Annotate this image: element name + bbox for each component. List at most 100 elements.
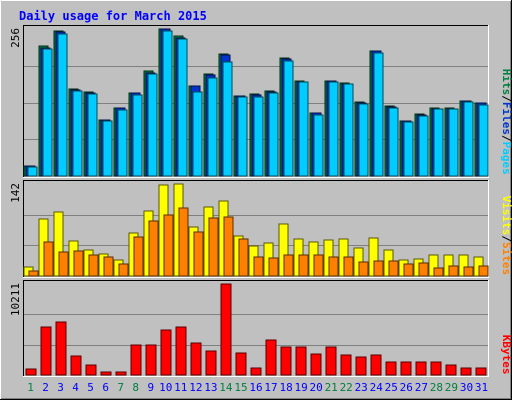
x-tick-label: 7 <box>117 381 124 394</box>
x-tick-label: 30 <box>460 381 473 394</box>
x-tick-label: 21 <box>325 381 338 394</box>
x-tick-label: 24 <box>370 381 384 394</box>
bar-kbytes-day-20 <box>310 353 322 376</box>
legend-part: Visits <box>500 196 512 236</box>
x-tick-label: 25 <box>385 381 398 394</box>
bar-kbytes-day-23 <box>355 356 367 376</box>
legend-part: Sites <box>500 242 512 275</box>
x-tick-label: 28 <box>430 381 443 394</box>
x-tick-label: 19 <box>294 381 307 394</box>
bar-kbytes-day-27 <box>415 361 427 376</box>
bar-pages-day-28 <box>433 108 444 177</box>
bar-sites-day-18 <box>283 254 294 277</box>
bar-sites-day-30 <box>463 266 474 277</box>
bar-pages-day-30 <box>463 101 474 177</box>
x-tick-label: 8 <box>132 381 139 394</box>
panel-top-ymax-label: 256 <box>9 28 22 48</box>
bar-kbytes-day-29 <box>445 364 457 376</box>
bar-kbytes-day-1 <box>25 368 37 376</box>
x-tick-label: 31 <box>475 381 488 394</box>
bar-sites-day-27 <box>418 262 429 277</box>
panel-bottom-legend: KBytes <box>500 335 512 375</box>
bar-sites-day-19 <box>298 254 309 277</box>
x-tick-label: 29 <box>445 381 458 394</box>
legend-part: / <box>500 235 512 242</box>
bar-pages-day-7 <box>117 109 128 177</box>
x-tick-label: 12 <box>189 381 202 394</box>
bar-pages-day-24 <box>373 52 384 177</box>
bar-pages-day-9 <box>147 73 158 177</box>
x-tick-label: 2 <box>42 381 49 394</box>
bar-pages-day-22 <box>343 83 354 177</box>
bar-pages-day-4 <box>72 90 83 177</box>
x-tick-label: 13 <box>204 381 217 394</box>
x-tick-label: 1 <box>27 381 34 394</box>
panel-bottom-ymax-label: 10211 <box>9 283 22 316</box>
x-tick-label: 20 <box>309 381 322 394</box>
bar-kbytes-day-12 <box>190 342 202 376</box>
bar-kbytes-day-15 <box>235 352 247 376</box>
panel-bottom-plot-area <box>23 280 489 377</box>
bar-pages-day-16 <box>253 96 264 177</box>
x-tick-label: 5 <box>87 381 94 394</box>
bar-kbytes-day-11 <box>175 326 187 376</box>
legend-part: KBytes <box>500 335 512 375</box>
bar-sites-day-11 <box>178 207 189 277</box>
bar-pages-day-13 <box>207 77 218 177</box>
x-tick-label: 26 <box>400 381 413 394</box>
bar-sites-day-24 <box>373 260 384 277</box>
panel-middle: 142 Visits/Sites <box>9 180 512 278</box>
bar-pages-day-20 <box>313 114 324 177</box>
x-tick-label: 4 <box>72 381 79 394</box>
bar-kbytes-day-26 <box>400 361 412 376</box>
bar-kbytes-day-24 <box>370 354 382 376</box>
x-tick-label: 18 <box>279 381 292 394</box>
bar-pages-day-25 <box>388 107 399 177</box>
bar-pages-day-5 <box>87 93 98 177</box>
bar-sites-day-7 <box>118 263 129 277</box>
bar-sites-day-9 <box>148 220 159 277</box>
bar-kbytes-day-5 <box>85 364 97 376</box>
bar-pages-day-19 <box>298 81 309 177</box>
bar-pages-day-18 <box>283 60 294 177</box>
legend-part: Pages <box>500 142 512 175</box>
bar-sites-day-29 <box>448 265 459 277</box>
bar-kbytes-day-8 <box>130 344 142 376</box>
bar-sites-day-4 <box>73 250 84 277</box>
bar-kbytes-day-31 <box>475 367 487 376</box>
x-tick-label: 10 <box>159 381 172 394</box>
chart-panels: 256Hits/Files/Pages142Visits/Sites10211K… <box>9 25 512 377</box>
bar-kbytes-day-3 <box>55 321 67 376</box>
bar-pages-day-12 <box>192 91 203 177</box>
bar-sites-day-10 <box>163 214 174 277</box>
bar-pages-day-1 <box>27 166 38 177</box>
bar-pages-day-29 <box>448 108 459 177</box>
panel-middle-legend: Visits/Sites <box>500 196 512 276</box>
bar-kbytes-day-13 <box>205 350 217 376</box>
legend-part: Files <box>500 102 512 135</box>
bar-sites-day-25 <box>388 260 399 277</box>
bar-sites-day-26 <box>403 263 414 277</box>
bar-sites-day-31 <box>478 265 489 277</box>
bar-sites-day-14 <box>223 216 234 277</box>
x-tick-label: 27 <box>415 381 428 394</box>
bar-pages-day-6 <box>102 120 113 177</box>
bar-sites-day-21 <box>328 256 339 277</box>
bar-sites-day-12 <box>193 231 204 277</box>
bar-pages-day-2 <box>42 48 53 177</box>
bar-kbytes-day-7 <box>115 371 127 376</box>
x-axis-labels: 1 2 3 4 5 6 7 8 9 10 11 12 13 14 15 16 17 18 19 20 21 22 23 24 2… <box>27 381 488 394</box>
panel-middle-ymax-label: 142 <box>9 183 22 203</box>
bar-sites-day-22 <box>343 256 354 277</box>
x-tick-label: 17 <box>264 381 277 394</box>
bar-pages-day-17 <box>268 92 279 177</box>
x-tick-label: 16 <box>249 381 262 394</box>
bar-sites-day-2 <box>43 241 54 277</box>
legend-part: / <box>500 95 512 102</box>
bar-sites-day-16 <box>253 256 264 277</box>
bar-sites-day-1 <box>28 270 39 277</box>
bar-kbytes-day-9 <box>145 344 157 376</box>
bar-sites-day-28 <box>433 267 444 277</box>
